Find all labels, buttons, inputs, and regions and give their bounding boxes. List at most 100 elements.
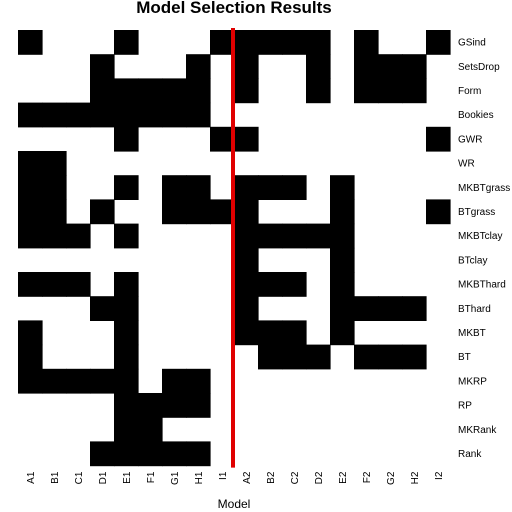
cell-GWR-E1 [114, 126, 139, 152]
cell-SetsDrop-A2 [234, 54, 259, 79]
x-axis-title: Model [218, 497, 251, 511]
cell-GSind-F2 [354, 30, 379, 55]
cell-MKBTclay-E1 [114, 223, 139, 249]
cell-BT-A1 [18, 344, 43, 370]
cell-Form-E1 [114, 78, 139, 104]
cell-WR-B1 [42, 151, 67, 176]
cell-MKBThard-A2 [234, 272, 259, 297]
x-label: I2 [434, 471, 445, 480]
cell-Bookies-D1 [90, 102, 115, 128]
cell-SetsDrop-D2 [306, 54, 331, 79]
cell-Bookies-C1 [66, 102, 91, 128]
cell-GSind-D2 [306, 30, 331, 55]
cell-SetsDrop-F2 [354, 54, 379, 79]
cell-Form-F1 [138, 78, 163, 104]
cell-BTgrass-E2 [330, 199, 355, 225]
cell-MKBThard-C1 [66, 272, 91, 297]
cell-Form-F2 [354, 78, 379, 104]
cell-MKBTgrass-B2 [258, 175, 283, 200]
cell-BTgrass-I1 [210, 199, 235, 225]
cell-BTclay-E2 [330, 247, 355, 273]
x-label: I1 [218, 471, 229, 480]
cell-RP-H1 [186, 393, 211, 418]
cell-BTgrass-G1 [162, 199, 187, 225]
y-label: Bookies [458, 110, 494, 121]
cell-MKRank-F1 [138, 417, 163, 442]
cell-MKBTclay-A1 [18, 223, 43, 249]
cell-Bookies-A1 [18, 102, 43, 128]
cell-MKBTgrass-A2 [234, 175, 259, 200]
cell-BT-H2 [402, 344, 427, 370]
cell-BT-G2 [378, 344, 403, 370]
cell-GWR-I1 [210, 126, 235, 152]
x-label: E2 [338, 471, 349, 484]
cell-BThard-G2 [378, 296, 403, 321]
y-label: BTgrass [458, 207, 495, 218]
cell-Rank-H1 [186, 441, 211, 467]
cell-BT-C2 [282, 344, 307, 370]
cell-Bookies-E1 [114, 102, 139, 128]
x-label: C2 [290, 471, 301, 484]
cell-BThard-E2 [330, 296, 355, 321]
cell-BTgrass-D1 [90, 199, 115, 225]
y-label: BThard [458, 304, 491, 315]
cell-Rank-F1 [138, 441, 163, 467]
cell-MKBThard-E1 [114, 272, 139, 297]
x-label: G1 [170, 471, 181, 485]
cell-GSind-C2 [282, 30, 307, 55]
cell-BThard-A2 [234, 296, 259, 321]
y-label: MKRP [458, 376, 487, 387]
cell-RP-F1 [138, 393, 163, 418]
cell-MKBTclay-B2 [258, 223, 283, 249]
cell-GSind-I2 [426, 30, 451, 55]
x-label: B1 [50, 471, 61, 484]
x-label: A1 [26, 471, 37, 484]
cell-MKBTclay-A2 [234, 223, 259, 249]
cell-RP-E1 [114, 393, 139, 418]
y-label: WR [458, 159, 475, 170]
cell-MKBT-C2 [282, 320, 307, 346]
cell-MKBThard-E2 [330, 272, 355, 297]
cell-GSind-A1 [18, 30, 43, 55]
cell-Bookies-B1 [42, 102, 67, 128]
cell-BTclay-A2 [234, 247, 259, 273]
cell-MKBT-E1 [114, 320, 139, 346]
cell-GSind-E1 [114, 30, 139, 55]
y-label: Rank [458, 449, 482, 460]
cell-BT-D2 [306, 344, 331, 370]
cell-SetsDrop-D1 [90, 54, 115, 79]
y-label: Form [458, 86, 481, 97]
cell-MKBT-B2 [258, 320, 283, 346]
cell-MKRP-E1 [114, 368, 139, 394]
cell-BTgrass-H1 [186, 199, 211, 225]
y-label: RP [458, 401, 472, 412]
x-label: A2 [242, 471, 253, 484]
y-label: SetsDrop [458, 62, 500, 73]
cell-MKBThard-B1 [42, 272, 67, 297]
cell-MKBThard-C2 [282, 272, 307, 297]
cell-BTgrass-A1 [18, 199, 43, 225]
cell-BThard-D1 [90, 296, 115, 321]
cell-BTgrass-A2 [234, 199, 259, 225]
y-label: MKBT [458, 328, 486, 339]
x-label: F1 [146, 471, 157, 483]
cell-MKRP-A1 [18, 368, 43, 394]
cell-Form-D1 [90, 78, 115, 104]
cell-GSind-B2 [258, 30, 283, 55]
cell-MKRP-D1 [90, 368, 115, 394]
x-label: F2 [362, 471, 373, 483]
cell-MKBTgrass-E2 [330, 175, 355, 200]
y-label: MKBTgrass [458, 183, 510, 194]
y-label: BT [458, 352, 471, 363]
cell-Rank-E1 [114, 441, 139, 467]
cell-Form-H1 [186, 78, 211, 104]
y-label: BTclay [458, 255, 487, 266]
cell-MKBTgrass-E1 [114, 175, 139, 200]
cell-BTgrass-B1 [42, 199, 67, 225]
cell-Form-H2 [402, 78, 427, 104]
cell-Form-G2 [378, 78, 403, 104]
y-label: MKRank [458, 425, 497, 436]
cell-MKRank-E1 [114, 417, 139, 442]
cell-MKBTclay-B1 [42, 223, 67, 249]
